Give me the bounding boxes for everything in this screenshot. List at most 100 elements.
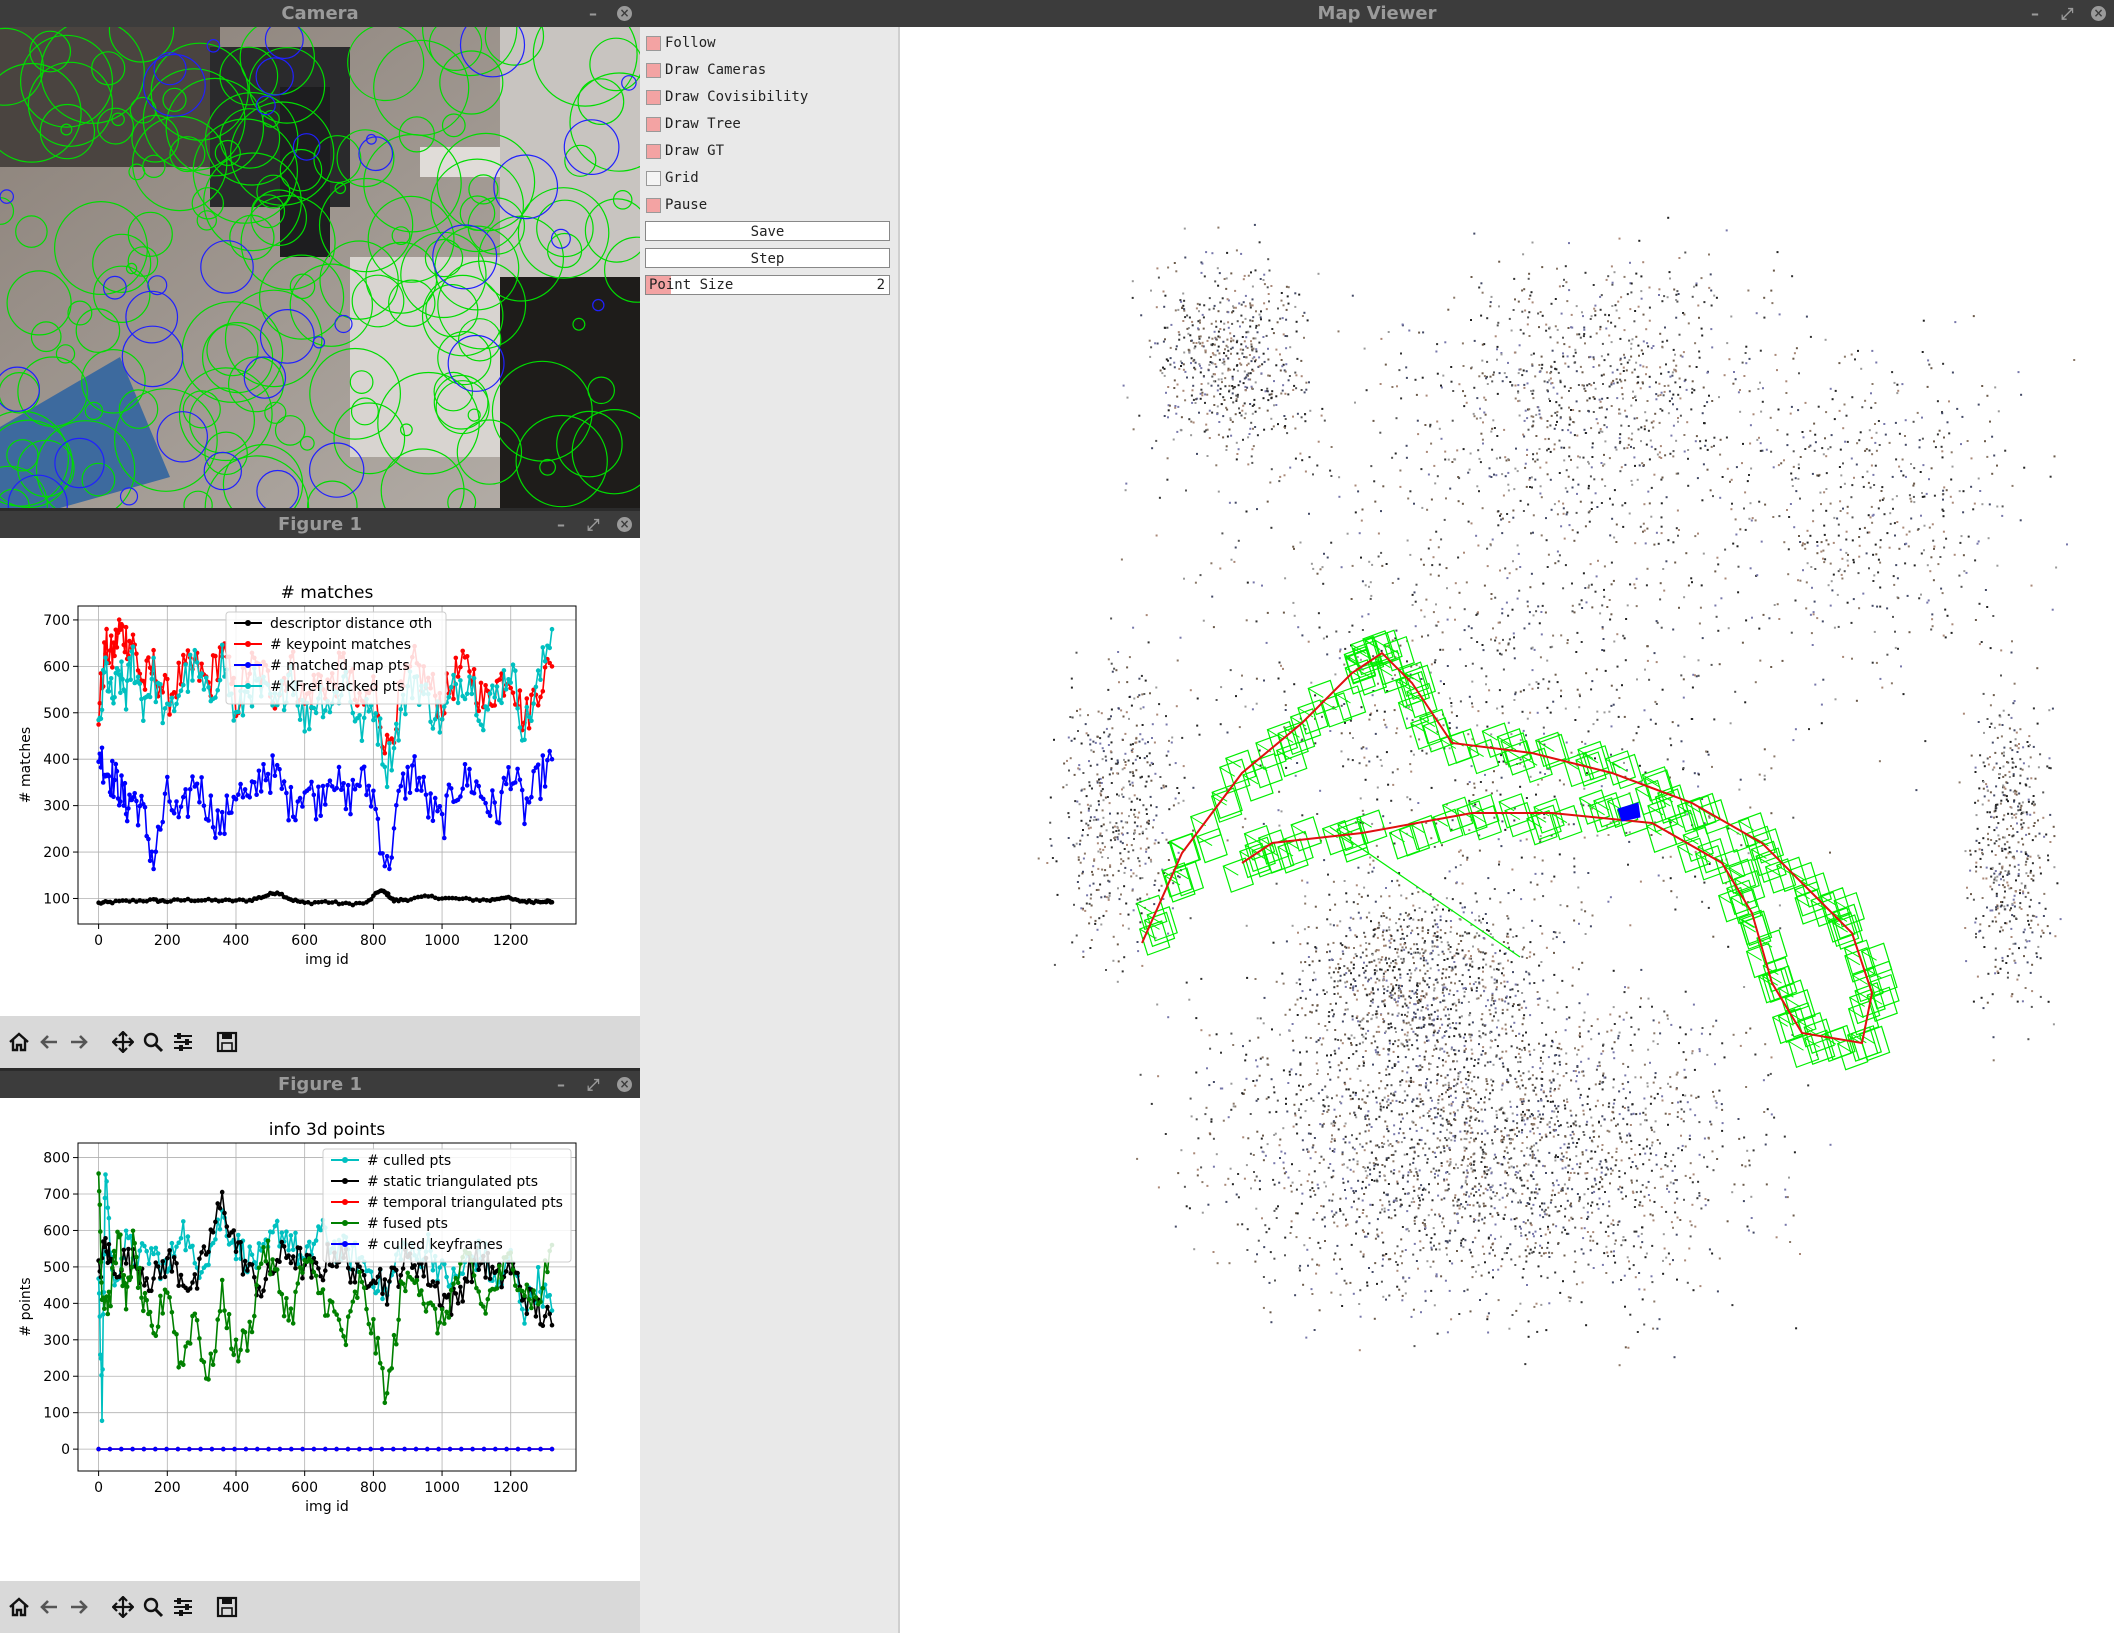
map-point — [1366, 1114, 1369, 1117]
figure-bottom-titlebar[interactable]: Figure 1 – ⤢ × — [0, 1071, 640, 1098]
draw-cameras-checkbox[interactable] — [646, 62, 661, 78]
minimize-icon[interactable]: – — [2031, 4, 2039, 23]
map-point — [1784, 1223, 1787, 1226]
data-point — [112, 694, 117, 700]
map-point — [1515, 1217, 1518, 1220]
map-point — [1645, 1252, 1648, 1255]
map-viewer-titlebar[interactable]: Map Viewer – ⤢ × — [640, 0, 2114, 27]
save-button[interactable]: Save — [645, 221, 890, 241]
pause-checkbox[interactable] — [646, 197, 661, 213]
map-point — [1611, 1169, 1614, 1172]
grid-toggle[interactable]: Grid — [646, 169, 699, 187]
save-icon[interactable] — [214, 1029, 240, 1055]
data-point — [545, 757, 550, 763]
feature-circle — [250, 189, 308, 247]
draw-cameras-toggle[interactable]: Draw Cameras — [646, 61, 766, 79]
draw-covisibility-checkbox[interactable] — [646, 89, 661, 105]
minimize-icon[interactable]: – — [557, 1075, 565, 1094]
close-icon[interactable]: × — [617, 517, 632, 532]
map-point — [1252, 1080, 1255, 1082]
feature-circle — [571, 409, 640, 495]
map-point — [1342, 1181, 1345, 1184]
map-point — [1518, 1169, 1521, 1172]
minimize-icon[interactable]: – — [557, 515, 565, 534]
point-cloud-view[interactable] — [900, 27, 2114, 1633]
point-size-slider[interactable]: Point Size 2 — [645, 275, 890, 295]
step-button[interactable]: Step — [645, 248, 890, 268]
figure-top-titlebar[interactable]: Figure 1 – ⤢ × — [0, 511, 640, 538]
follow-toggle[interactable]: Follow — [646, 34, 716, 52]
zoom-icon[interactable] — [140, 1029, 166, 1055]
forward-icon[interactable] — [66, 1594, 92, 1620]
minimize-icon[interactable]: – — [589, 4, 597, 23]
map-point — [1520, 1113, 1523, 1116]
back-icon[interactable] — [36, 1594, 62, 1620]
map-point — [1195, 1118, 1198, 1121]
map-point — [1320, 1043, 1323, 1046]
map-point — [1468, 1204, 1471, 1206]
grid-checkbox[interactable] — [646, 170, 661, 186]
data-point — [98, 1352, 103, 1357]
data-point — [547, 1292, 552, 1298]
data-point — [329, 1263, 335, 1269]
map-point — [1449, 1149, 1451, 1151]
pan-icon[interactable] — [110, 1594, 136, 1620]
map-point — [1341, 1305, 1344, 1307]
map-point — [1337, 1076, 1340, 1079]
map-point — [1614, 1261, 1617, 1264]
close-icon[interactable]: × — [617, 1077, 632, 1092]
map-point — [1292, 1125, 1295, 1128]
close-icon[interactable]: × — [2091, 6, 2106, 21]
map-point — [1618, 1132, 1621, 1135]
map-point — [1548, 1079, 1551, 1082]
maximize-icon[interactable]: ⤢ — [586, 1075, 600, 1094]
map-point — [1586, 1217, 1589, 1220]
camera-titlebar[interactable]: Camera – × — [0, 0, 640, 27]
configure-icon[interactable] — [170, 1029, 196, 1055]
map-point — [1733, 1183, 1736, 1186]
zoom-icon[interactable] — [140, 1594, 166, 1620]
close-icon[interactable]: × — [617, 6, 632, 21]
map-point — [1564, 1107, 1567, 1110]
map-point — [1515, 1309, 1518, 1312]
map-point — [1362, 1255, 1365, 1258]
map-point — [1383, 1210, 1386, 1213]
draw-gt-toggle[interactable]: Draw GT — [646, 142, 724, 160]
map-point — [1508, 1327, 1511, 1330]
map-canvas[interactable] — [900, 27, 2114, 1633]
map-point — [1437, 1174, 1440, 1177]
map-point — [1534, 1157, 1537, 1160]
configure-icon[interactable] — [170, 1594, 196, 1620]
back-icon[interactable] — [36, 1029, 62, 1055]
map-point — [1369, 1168, 1372, 1171]
maximize-icon[interactable]: ⤢ — [586, 515, 600, 534]
legend-marker — [245, 662, 251, 668]
data-point — [197, 674, 202, 680]
map-point — [1621, 1239, 1624, 1242]
pan-icon[interactable] — [110, 1029, 136, 1055]
save-icon[interactable] — [214, 1594, 240, 1620]
data-point — [174, 1332, 179, 1337]
draw-gt-checkbox[interactable] — [646, 143, 661, 159]
pause-toggle[interactable]: Pause — [646, 196, 707, 214]
maximize-icon[interactable]: ⤢ — [2060, 4, 2074, 23]
draw-tree-toggle[interactable]: Draw Tree — [646, 115, 741, 133]
map-point — [1643, 1097, 1646, 1100]
feature-circle — [55, 344, 76, 364]
data-point — [119, 1266, 124, 1272]
map-point — [1332, 1175, 1335, 1178]
follow-checkbox[interactable] — [646, 35, 661, 51]
map-point — [1721, 1042, 1724, 1045]
map-point — [1295, 1073, 1298, 1076]
map-point — [1438, 1095, 1441, 1098]
data-point — [146, 655, 151, 660]
draw-tree-checkbox[interactable] — [646, 116, 661, 132]
home-icon[interactable] — [6, 1029, 32, 1055]
forward-icon[interactable] — [66, 1029, 92, 1055]
feature-circle — [539, 458, 556, 476]
map-point — [1346, 1166, 1349, 1169]
map-point — [1437, 1108, 1440, 1111]
home-icon[interactable] — [6, 1594, 32, 1620]
draw-covisibility-toggle[interactable]: Draw Covisibility — [646, 88, 808, 106]
map-point — [1449, 1008, 1452, 1011]
